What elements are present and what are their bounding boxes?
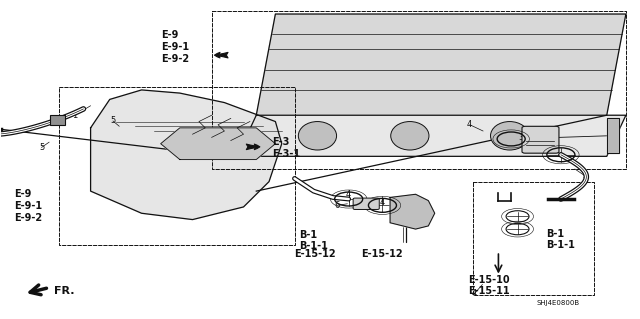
Polygon shape <box>161 128 275 160</box>
Polygon shape <box>607 118 620 153</box>
FancyBboxPatch shape <box>353 198 380 210</box>
Text: 7: 7 <box>420 219 426 228</box>
Text: E-15-11: E-15-11 <box>468 286 509 296</box>
Text: 4: 4 <box>380 198 385 207</box>
Polygon shape <box>237 115 626 156</box>
Text: FR.: FR. <box>54 286 74 296</box>
FancyBboxPatch shape <box>522 126 559 153</box>
Polygon shape <box>256 14 626 115</box>
Text: B-1-1: B-1-1 <box>546 240 575 250</box>
Text: B-1-1: B-1-1 <box>300 241 328 251</box>
Text: B-1: B-1 <box>546 229 564 239</box>
Text: E-9-1: E-9-1 <box>161 41 189 52</box>
Bar <box>49 115 65 125</box>
Text: E-9-2: E-9-2 <box>161 54 189 63</box>
Text: E-15-12: E-15-12 <box>294 249 336 259</box>
Ellipse shape <box>391 122 429 150</box>
Text: 4: 4 <box>346 190 351 199</box>
Text: E-9-2: E-9-2 <box>14 213 42 223</box>
Ellipse shape <box>298 122 337 150</box>
Text: 6: 6 <box>335 201 340 210</box>
Text: E-9: E-9 <box>161 30 178 40</box>
Ellipse shape <box>490 122 529 150</box>
Text: 2: 2 <box>582 171 588 181</box>
Text: 4: 4 <box>467 120 472 129</box>
Text: SHJ4E0800B: SHJ4E0800B <box>537 300 580 306</box>
Text: 4: 4 <box>472 289 477 298</box>
Text: B-1: B-1 <box>300 230 317 241</box>
Text: 3: 3 <box>518 133 524 142</box>
Text: 1: 1 <box>72 111 77 120</box>
Text: E-9-1: E-9-1 <box>14 201 42 211</box>
Text: E-15-12: E-15-12 <box>362 249 403 259</box>
Text: E-3-1: E-3-1 <box>272 149 300 159</box>
Text: E-3: E-3 <box>272 137 289 147</box>
Text: E-9: E-9 <box>14 189 31 199</box>
Text: 5: 5 <box>39 143 44 152</box>
Text: 5: 5 <box>110 116 116 125</box>
Text: E-15-10: E-15-10 <box>468 275 509 285</box>
Polygon shape <box>91 90 282 219</box>
Polygon shape <box>390 194 435 229</box>
